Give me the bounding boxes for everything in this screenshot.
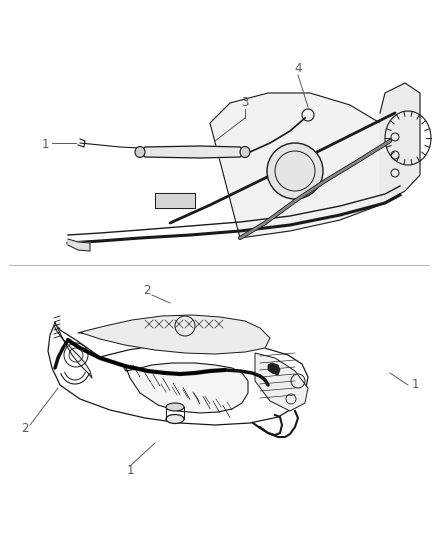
Text: 1: 1: [41, 139, 49, 151]
Text: 1: 1: [126, 464, 134, 478]
Polygon shape: [268, 363, 280, 375]
Text: 3: 3: [241, 96, 249, 109]
Ellipse shape: [135, 147, 145, 157]
Circle shape: [267, 143, 323, 199]
Text: 2: 2: [21, 422, 29, 434]
Polygon shape: [48, 323, 308, 425]
Text: 2: 2: [143, 285, 151, 297]
Polygon shape: [124, 363, 248, 413]
Ellipse shape: [240, 147, 250, 157]
Polygon shape: [68, 239, 90, 251]
Polygon shape: [380, 83, 420, 205]
Polygon shape: [54, 323, 92, 378]
Polygon shape: [78, 315, 270, 354]
Text: 1: 1: [411, 378, 419, 392]
Polygon shape: [155, 193, 195, 208]
Ellipse shape: [166, 415, 184, 424]
Ellipse shape: [166, 403, 184, 411]
Polygon shape: [255, 353, 308, 411]
Text: 4: 4: [294, 61, 302, 75]
Polygon shape: [210, 93, 405, 238]
Polygon shape: [140, 146, 245, 158]
